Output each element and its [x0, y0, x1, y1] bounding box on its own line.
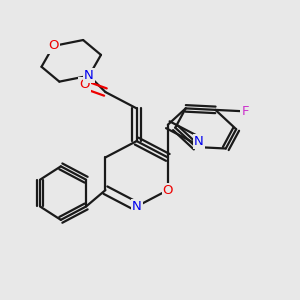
- Text: N: N: [84, 69, 94, 82]
- Text: O: O: [163, 184, 173, 196]
- Text: N: N: [132, 200, 142, 213]
- Text: N: N: [194, 135, 204, 148]
- Text: O: O: [48, 40, 59, 52]
- Text: F: F: [242, 105, 249, 118]
- Text: O: O: [80, 78, 90, 91]
